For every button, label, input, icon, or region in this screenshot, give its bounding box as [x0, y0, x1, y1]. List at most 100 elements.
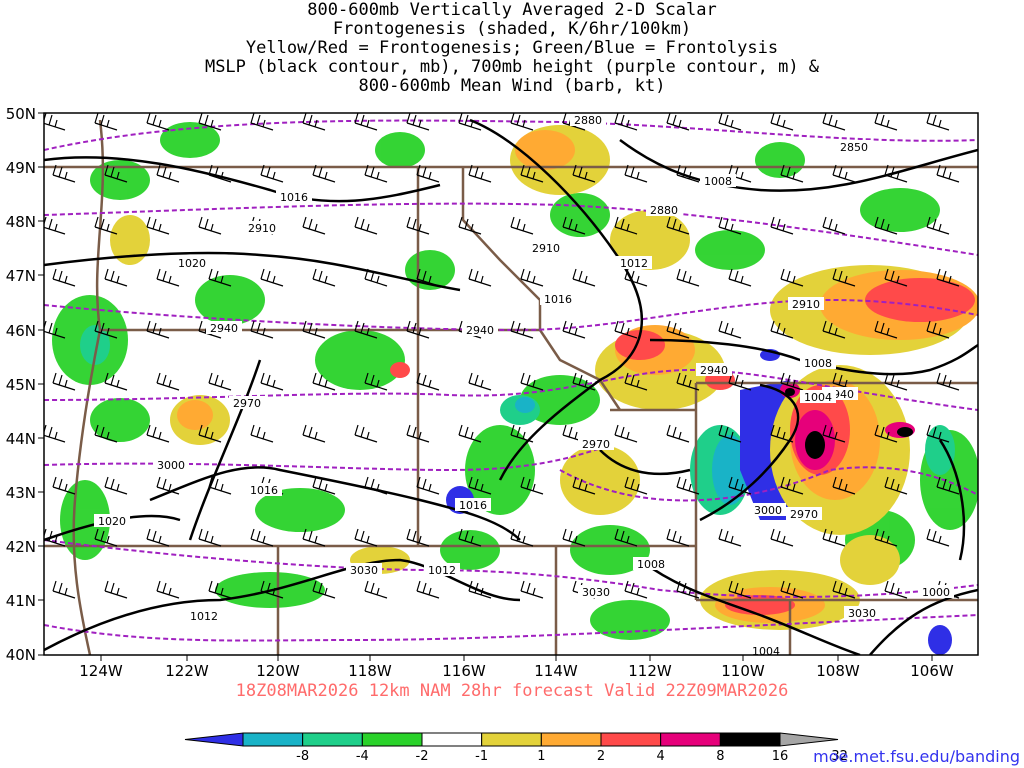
- wind-barb: [364, 372, 388, 391]
- lat-label: 43N: [6, 484, 36, 502]
- wind-barb: [260, 268, 284, 287]
- wind-barb: [458, 113, 482, 131]
- height-label: 2940: [206, 321, 242, 335]
- height-label: 3030: [844, 606, 880, 620]
- wind-barb: [666, 528, 690, 547]
- svg-text:1016: 1016: [544, 293, 572, 306]
- colorbar-segment: [779, 732, 839, 747]
- wind-barb: [676, 268, 700, 287]
- wind-barb: [198, 424, 222, 443]
- wind-barb: [728, 268, 752, 287]
- wind-barb: [94, 528, 118, 547]
- svg-text:2880: 2880: [574, 114, 602, 127]
- lat-label: 42N: [6, 538, 36, 556]
- wind-barb: [780, 476, 804, 495]
- wind-barb: [614, 216, 638, 235]
- wind-barb: [614, 320, 638, 339]
- colorbar-label: 16: [772, 749, 789, 764]
- height-label: 2850: [836, 140, 872, 154]
- colorbar-segment: [481, 732, 542, 747]
- wind-barb: [614, 113, 638, 131]
- height-label: 2910: [788, 297, 824, 311]
- title-line-5: 800-600mb Mean Wind (barb, kt): [358, 76, 666, 96]
- pressure-label: 1016: [276, 190, 312, 204]
- wind-barb: [156, 580, 180, 599]
- wind-barb: [354, 424, 378, 443]
- pressure-label: 1012: [186, 609, 222, 623]
- wind-barb: [666, 320, 690, 339]
- colorbar-label: -1: [475, 749, 488, 764]
- height-label: 2880: [646, 203, 682, 217]
- wind-barb: [572, 164, 596, 183]
- svg-text:2940: 2940: [210, 322, 238, 335]
- svg-text:1008: 1008: [637, 558, 665, 571]
- wind-barb: [884, 164, 908, 183]
- lon-label: 114W: [534, 662, 578, 680]
- source-credit[interactable]: moe.met.fsu.edu/banding: [813, 747, 1020, 766]
- colorbar-segment: [361, 732, 423, 747]
- wind-barb: [562, 216, 586, 235]
- wind-barb: [104, 268, 128, 287]
- wind-barb: [364, 476, 388, 495]
- lat-label: 44N: [6, 430, 36, 448]
- wind-barb: [926, 113, 950, 131]
- wind-barb: [832, 580, 856, 599]
- svg-text:3030: 3030: [350, 564, 378, 577]
- wind-barb: [718, 528, 742, 547]
- pressure-label: 1000: [918, 585, 954, 599]
- wind-barb: [208, 476, 232, 495]
- svg-text:3030: 3030: [582, 586, 610, 599]
- wind-barb: [354, 528, 378, 547]
- height-label: 2940: [462, 323, 498, 337]
- wind-barb: [198, 528, 222, 547]
- wind-barbs: [44, 113, 960, 599]
- wind-barb: [770, 113, 794, 131]
- wind-barb: [406, 528, 430, 547]
- wind-barb: [884, 580, 908, 599]
- wind-barb: [52, 476, 76, 495]
- height-label: 3030: [578, 585, 614, 599]
- wind-barb: [364, 268, 388, 287]
- wind-barb: [416, 580, 440, 599]
- wind-barb: [364, 580, 388, 599]
- pressure-label: 1008: [700, 174, 736, 188]
- wind-barb: [926, 424, 950, 443]
- wind-barb: [458, 216, 482, 235]
- colorbar-label: 1: [537, 749, 545, 764]
- wind-barb: [104, 164, 128, 183]
- wind-barb: [770, 216, 794, 235]
- wind-barb: [302, 320, 326, 339]
- wind-barb: [832, 164, 856, 183]
- svg-text:2910: 2910: [248, 222, 276, 235]
- wind-barb: [146, 424, 170, 443]
- colorbar-segment: [242, 732, 304, 747]
- colorbar-label: -8: [296, 749, 309, 764]
- height-label: 2910: [528, 241, 564, 255]
- wind-barb: [302, 216, 326, 235]
- colorbar-segment: [660, 732, 721, 747]
- title-line-4: MSLP (black contour, mb), 700mb height (…: [204, 57, 820, 77]
- latitude-axis: [38, 112, 44, 656]
- wind-barb: [562, 320, 586, 339]
- pressure-label: 1016: [455, 498, 491, 512]
- svg-text:1012: 1012: [428, 564, 456, 577]
- wind-barb: [104, 372, 128, 391]
- svg-text:1008: 1008: [804, 357, 832, 370]
- title-line-1: 800-600mb Vertically Averaged 2-D Scalar: [307, 0, 717, 20]
- wind-barb: [832, 476, 856, 495]
- colorbar-segment: [421, 732, 483, 747]
- wind-barb: [884, 476, 908, 495]
- pressure-label: 1020: [94, 514, 130, 528]
- pressure-label: 1016: [246, 483, 282, 497]
- wind-barb: [520, 476, 544, 495]
- svg-text:2850: 2850: [840, 141, 868, 154]
- wind-barb: [728, 580, 752, 599]
- svg-text:1016: 1016: [459, 499, 487, 512]
- lat-label: 48N: [6, 213, 36, 231]
- wind-barb: [624, 164, 648, 183]
- height-label: 2880: [570, 113, 606, 127]
- contour-labels: 2880 2880 2850 2910 2910 2910 2940 2940 …: [94, 113, 954, 658]
- wind-barb: [780, 372, 804, 391]
- wind-barb: [406, 320, 430, 339]
